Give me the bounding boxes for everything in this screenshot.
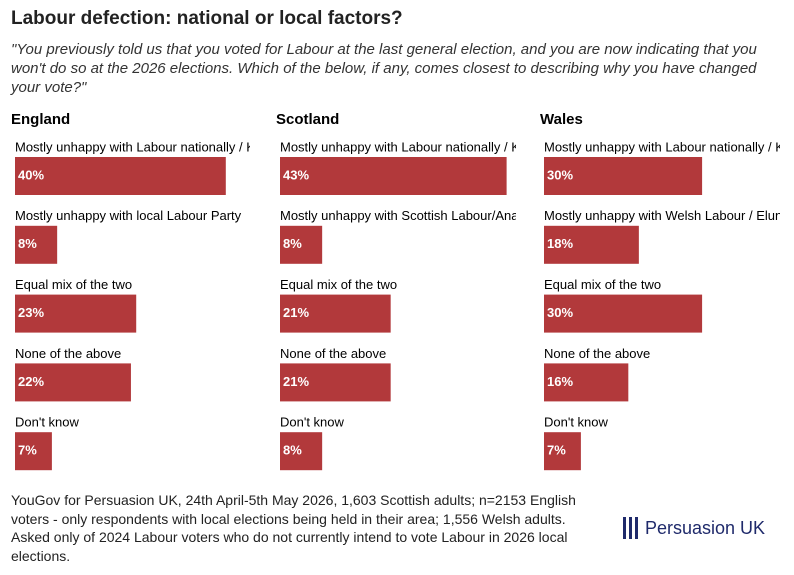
category-label: None of the above (544, 346, 650, 361)
subtitle: "You previously told us that you voted f… (11, 41, 757, 96)
category-label: None of the above (15, 346, 121, 361)
category-label: Mostly unhappy with Scottish Labour/Ana (280, 208, 519, 223)
logo: Persuasion UK (645, 518, 765, 538)
bar (15, 363, 131, 402)
value-label: 43% (283, 167, 309, 182)
bar (280, 432, 323, 471)
value-label: 18% (547, 236, 573, 251)
value-label: 30% (547, 305, 573, 320)
bar (15, 157, 226, 195)
value-label: 21% (283, 374, 309, 389)
category-label: Equal mix of the two (544, 277, 661, 292)
bar (544, 432, 581, 471)
category-label: Mostly unhappy with Labour nationally / … (15, 139, 255, 154)
category-label: Mostly unhappy with local Labour Party (15, 208, 242, 223)
value-label: 8% (283, 236, 302, 251)
bar (544, 294, 703, 333)
category-label: Equal mix of the two (280, 277, 397, 292)
category-label: Mostly unhappy with Welsh Labour / Elun (544, 208, 782, 223)
panel-title: Scotland (276, 111, 339, 128)
panel-title: Wales (540, 111, 583, 128)
bar (544, 363, 629, 402)
value-label: 30% (547, 167, 573, 182)
logo-icon (623, 517, 638, 539)
bar (15, 432, 52, 471)
category-label: Equal mix of the two (15, 277, 132, 292)
value-label: 22% (18, 374, 44, 389)
value-label: 8% (18, 236, 37, 251)
bar (280, 225, 323, 264)
value-label: 7% (18, 443, 37, 458)
panel: Mostly unhappy with Labour nationally / … (15, 139, 255, 471)
bar (15, 294, 137, 333)
category-label: None of the above (280, 346, 386, 361)
value-label: 16% (547, 374, 573, 389)
source: YouGov for Persuasion UK, 24th April-5th… (11, 492, 576, 564)
value-label: 21% (283, 305, 309, 320)
panel-title: England (11, 111, 70, 128)
bar (280, 363, 391, 402)
bar (15, 225, 58, 264)
value-label: 23% (18, 305, 44, 320)
bar (280, 157, 507, 195)
panel: Mostly unhappy with Labour nationally / … (544, 139, 784, 471)
bar (280, 294, 391, 333)
panel: Mostly unhappy with Labour nationally / … (280, 139, 520, 471)
bar (544, 225, 639, 264)
category-label: Don't know (15, 415, 80, 430)
category-label: Mostly unhappy with Labour nationally / … (544, 139, 784, 154)
value-label: 8% (283, 443, 302, 458)
category-label: Mostly unhappy with Labour nationally / … (280, 139, 520, 154)
value-label: 40% (18, 167, 44, 182)
value-label: 7% (547, 443, 566, 458)
category-label: Don't know (280, 415, 345, 430)
title: Labour defection: national or local fact… (11, 8, 403, 29)
category-label: Don't know (544, 415, 609, 430)
bar (544, 157, 703, 195)
